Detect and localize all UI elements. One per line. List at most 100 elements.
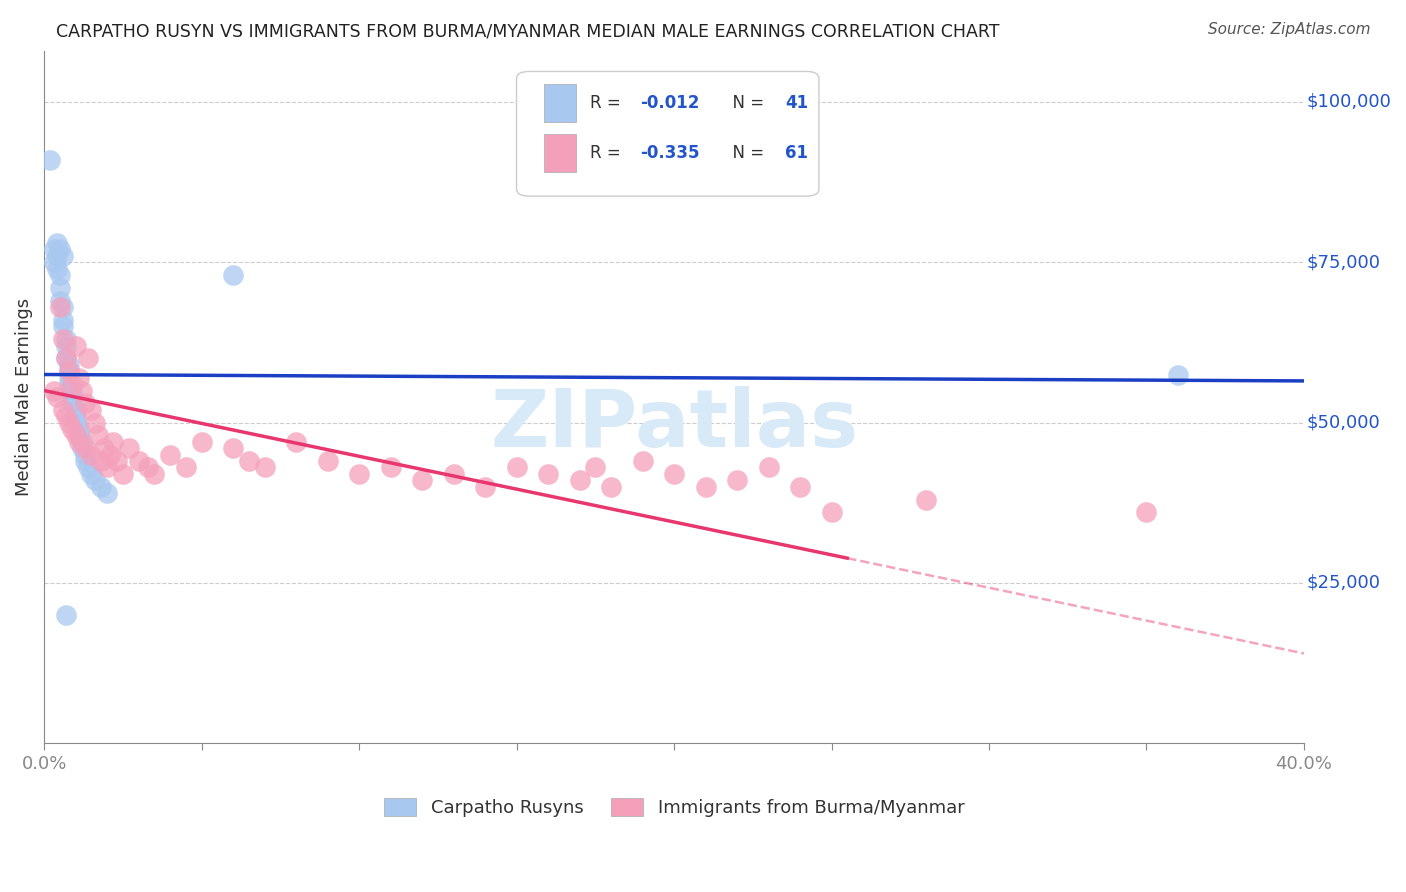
Point [55, 339, 77, 353]
Point [1135, 505, 1157, 519]
Point [568, 473, 591, 487]
Point [915, 492, 938, 507]
Point [42, 384, 65, 398]
Point [380, 460, 402, 475]
Point [662, 467, 685, 481]
Point [90, 480, 112, 494]
Point [174, 460, 197, 475]
Point [86, 428, 108, 442]
Point [62, 384, 84, 398]
Point [111, 467, 134, 481]
Text: R =: R = [589, 145, 626, 162]
Point [58, 416, 80, 430]
Text: -0.335: -0.335 [640, 145, 700, 162]
Point [62, 422, 84, 436]
Point [143, 467, 166, 481]
Point [70, 434, 93, 449]
Text: N =: N = [721, 95, 769, 112]
Point [90, 454, 112, 468]
Point [128, 454, 150, 468]
Point [70, 384, 93, 398]
Point [45, 235, 67, 250]
Point [583, 460, 606, 475]
Point [537, 467, 560, 481]
Point [65, 416, 87, 430]
Point [58, 370, 80, 384]
FancyBboxPatch shape [516, 71, 818, 196]
Text: N =: N = [721, 145, 769, 162]
Point [347, 467, 370, 481]
FancyBboxPatch shape [544, 134, 576, 172]
Point [695, 480, 717, 494]
Point [58, 364, 80, 378]
Point [83, 473, 105, 487]
Point [49, 293, 72, 308]
Point [62, 396, 84, 410]
Point [600, 480, 623, 494]
Point [73, 396, 96, 410]
Point [67, 422, 90, 436]
Point [253, 460, 276, 475]
Text: $100,000: $100,000 [1306, 93, 1392, 111]
Point [411, 473, 433, 487]
Point [118, 442, 141, 456]
Point [67, 370, 90, 384]
Point [820, 505, 842, 519]
Point [725, 473, 748, 487]
Point [80, 448, 103, 462]
Text: $25,000: $25,000 [1306, 574, 1381, 592]
Point [70, 442, 93, 456]
Point [758, 460, 780, 475]
Point [285, 434, 308, 449]
Point [77, 351, 100, 366]
Point [77, 460, 100, 475]
Point [474, 480, 496, 494]
Point [80, 402, 103, 417]
Point [73, 442, 96, 456]
Point [222, 268, 245, 282]
Point [49, 300, 72, 314]
Text: $50,000: $50,000 [1306, 414, 1381, 432]
Point [103, 434, 125, 449]
Point [65, 409, 87, 424]
Point [83, 416, 105, 430]
Point [1167, 368, 1189, 382]
Point [105, 454, 128, 468]
Point [52, 402, 75, 417]
Point [65, 428, 87, 442]
Point [58, 377, 80, 392]
Point [42, 243, 65, 257]
Text: -0.012: -0.012 [640, 95, 699, 112]
Point [58, 364, 80, 378]
Point [631, 454, 654, 468]
Point [159, 448, 181, 462]
Point [55, 351, 77, 366]
Point [62, 377, 84, 392]
Point [55, 332, 77, 346]
Point [316, 454, 339, 468]
Point [67, 428, 90, 442]
Legend: Carpatho Rusyns, Immigrants from Burma/Myanmar: Carpatho Rusyns, Immigrants from Burma/M… [377, 790, 972, 824]
Point [96, 460, 118, 475]
Y-axis label: Median Male Earnings: Median Male Earnings [15, 298, 32, 496]
Point [55, 351, 77, 366]
Point [505, 460, 527, 475]
Point [39, 153, 62, 167]
Point [55, 409, 77, 424]
Text: R =: R = [589, 95, 626, 112]
Point [49, 281, 72, 295]
Text: 41: 41 [785, 95, 808, 112]
Point [238, 454, 260, 468]
Point [52, 332, 75, 346]
Text: 61: 61 [785, 145, 808, 162]
Point [52, 249, 75, 263]
Point [93, 442, 115, 456]
Point [222, 442, 245, 456]
Point [67, 434, 90, 449]
Text: CARPATHO RUSYN VS IMMIGRANTS FROM BURMA/MYANMAR MEDIAN MALE EARNINGS CORRELATION: CARPATHO RUSYN VS IMMIGRANTS FROM BURMA/… [56, 22, 1000, 40]
Point [65, 339, 87, 353]
Point [136, 460, 159, 475]
Point [62, 390, 84, 404]
FancyBboxPatch shape [544, 84, 576, 122]
Point [49, 243, 72, 257]
